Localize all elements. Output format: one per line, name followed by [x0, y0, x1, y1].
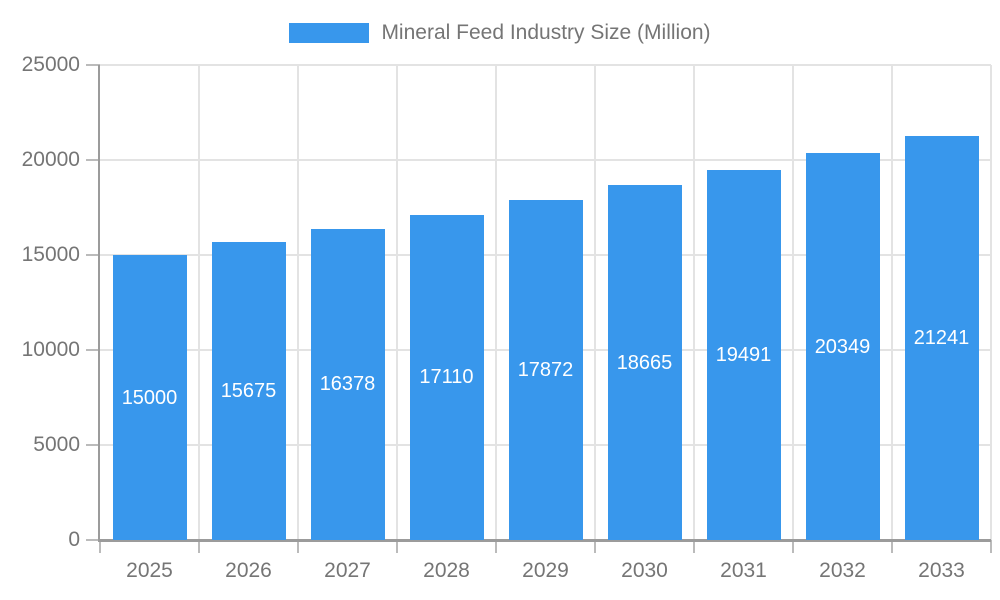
x-axis-tick	[495, 540, 497, 553]
x-axis-tick	[990, 540, 992, 553]
bar-2030[interactable]	[607, 185, 682, 540]
y-gridline	[100, 159, 991, 161]
bar-2033[interactable]	[904, 136, 979, 540]
x-axis-tick-label: 2027	[324, 559, 371, 582]
x-gridline	[792, 65, 794, 540]
x-gridline	[693, 65, 695, 540]
y-axis-tick	[86, 254, 100, 256]
y-axis-tick-label: 20000	[21, 148, 80, 171]
x-gridline	[297, 65, 299, 540]
x-gridline	[198, 65, 200, 540]
x-axis-tick	[891, 540, 893, 553]
x-gridline	[594, 65, 596, 540]
x-axis-tick	[594, 540, 596, 553]
x-gridline	[495, 65, 497, 540]
x-gridline	[990, 65, 992, 540]
legend-swatch-icon	[289, 23, 370, 43]
x-axis-line	[98, 539, 991, 542]
bar-2029[interactable]	[508, 200, 583, 540]
y-axis-tick	[86, 539, 100, 541]
bar-2031[interactable]	[706, 169, 781, 540]
x-axis-tick-label: 2030	[621, 559, 668, 582]
bar-2026[interactable]	[211, 242, 286, 540]
y-axis-tick	[86, 159, 100, 161]
x-axis-tick-label: 2025	[126, 559, 173, 582]
x-axis-tick	[198, 540, 200, 553]
x-axis-tick-label: 2029	[522, 559, 569, 582]
y-axis-tick	[86, 349, 100, 351]
chart-legend[interactable]: Mineral Feed Industry Size (Million)	[0, 18, 1000, 48]
x-axis-tick-label: 2032	[819, 559, 866, 582]
legend-label: Mineral Feed Industry Size (Million)	[381, 21, 711, 44]
bar-2025[interactable]	[112, 255, 187, 540]
y-gridline	[100, 64, 991, 66]
bar-2027[interactable]	[310, 228, 385, 540]
x-axis-tick-label: 2031	[720, 559, 767, 582]
bar-2032[interactable]	[805, 153, 880, 540]
x-axis-tick-label: 2026	[225, 559, 272, 582]
y-axis-line	[98, 65, 100, 542]
x-axis-tick	[297, 540, 299, 553]
bar-2028[interactable]	[409, 214, 484, 540]
y-axis-tick-label: 5000	[33, 433, 80, 456]
y-axis-tick-label: 15000	[21, 243, 80, 266]
y-axis-tick-label: 0	[68, 528, 80, 551]
x-axis-tick	[792, 540, 794, 553]
x-axis-tick-label: 2028	[423, 559, 470, 582]
x-axis-tick	[693, 540, 695, 553]
x-gridline	[891, 65, 893, 540]
x-axis-tick	[99, 540, 101, 553]
x-gridline	[396, 65, 398, 540]
x-axis-tick	[396, 540, 398, 553]
y-axis-tick	[86, 444, 100, 446]
y-axis-tick	[86, 64, 100, 66]
y-axis-tick-label: 10000	[21, 338, 80, 361]
y-axis-tick-label: 25000	[21, 53, 80, 76]
x-axis-tick-label: 2033	[918, 559, 965, 582]
